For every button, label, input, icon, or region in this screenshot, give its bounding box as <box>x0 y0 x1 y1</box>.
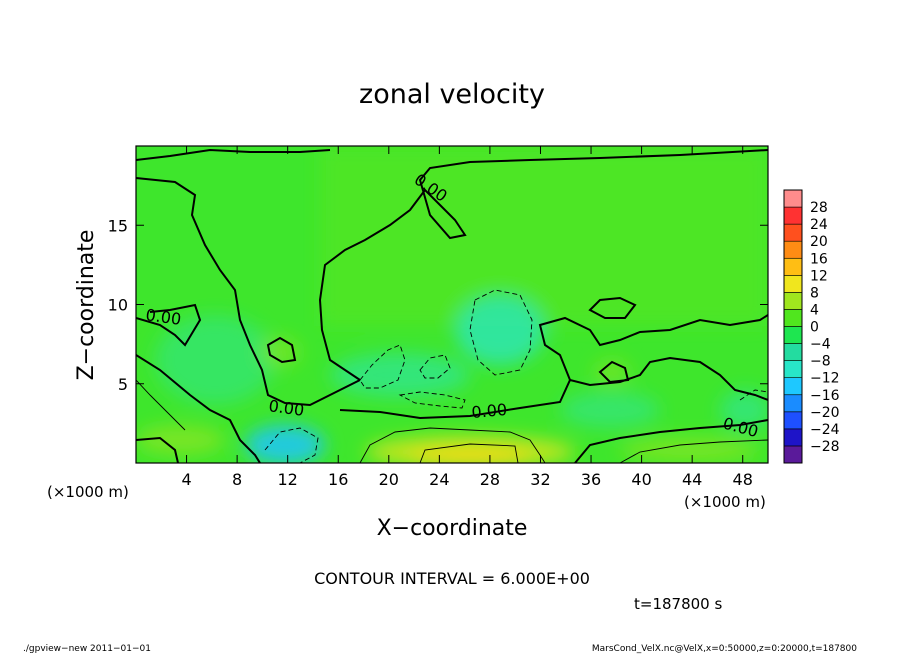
colorbar-segment <box>783 257 803 276</box>
colorbar-segment <box>783 326 803 344</box>
y-tick-label: 10 <box>108 296 128 315</box>
contour-label: 0.00 <box>471 400 508 422</box>
colorbar-segment <box>783 360 803 378</box>
footer-left: ./gpview−new 2011−01−01 <box>23 644 151 654</box>
colorbar-segment <box>783 275 803 293</box>
colorbar-label: 16 <box>810 251 828 267</box>
colorbar-label: 8 <box>810 285 819 301</box>
contour-label: 0.00 <box>144 305 182 329</box>
colorbar-label: 0 <box>810 320 819 336</box>
colorbar-label: 28 <box>810 200 828 216</box>
x-tick-label: 48 <box>733 470 753 489</box>
colorbar-frame <box>783 189 803 464</box>
x-tick-label: 8 <box>232 470 242 489</box>
contour-interval: CONTOUR INTERVAL = 6.000E+00 <box>314 569 590 588</box>
x-tick-label: 44 <box>682 470 702 489</box>
colorbar-segment <box>783 343 803 361</box>
x-axis-label: X−coordinate <box>377 516 528 541</box>
x-tick-label: 40 <box>631 470 651 489</box>
colorbar-segment <box>783 240 803 259</box>
velocity-field: 0.00 0.00 0.00 0.00 0.00 <box>136 146 768 463</box>
colorbar-label: 4 <box>810 302 819 318</box>
colorbar-segment <box>783 189 803 208</box>
footer-right: MarsCond_VelX.nc@VelX,x=0:50000,z=0:2000… <box>592 644 857 654</box>
x-tick-label: 36 <box>581 470 601 489</box>
colorbar-segment <box>783 223 803 242</box>
x-tick-label: 28 <box>480 470 500 489</box>
colorbar-segment <box>783 445 803 464</box>
colorbar-segment <box>783 292 803 310</box>
thin-contours <box>136 379 768 463</box>
colorbar-label: 12 <box>810 268 828 284</box>
x-unit-left: (×1000 m) <box>47 483 129 501</box>
colorbar-label: −16 <box>810 388 840 404</box>
x-tick-label: 20 <box>379 470 399 489</box>
time-label: t=187800 s <box>634 595 722 613</box>
x-axis: 4 8 12 16 20 24 28 32 36 40 44 48 <box>181 146 753 489</box>
colorbar-label: −24 <box>810 422 840 438</box>
y-tick-label: 5 <box>118 375 128 394</box>
y-axis-label: Z−coordinate <box>74 230 99 381</box>
negative-contours <box>264 289 768 463</box>
x-tick-label: 16 <box>328 470 348 489</box>
colorbar-segment <box>783 309 803 327</box>
x-tick-label: 4 <box>181 470 191 489</box>
colorbar-label: −4 <box>810 337 831 353</box>
x-tick-label: 24 <box>429 470 449 489</box>
colorbar-label: 20 <box>810 234 828 250</box>
chart-title: zonal velocity <box>359 79 545 110</box>
colorbar-segment <box>783 411 803 430</box>
x-unit-right: (×1000 m) <box>684 493 766 511</box>
colorbar-label: 24 <box>810 217 828 233</box>
y-tick-label: 15 <box>108 216 128 235</box>
colorbar-label: −28 <box>810 439 840 455</box>
x-tick-label: 12 <box>278 470 298 489</box>
colorbar-segment <box>783 394 803 413</box>
y-axis: 5 10 15 <box>108 216 768 394</box>
contour-label: 0.00 <box>267 396 305 420</box>
colorbar-segment <box>783 428 803 447</box>
x-tick-label: 32 <box>530 470 550 489</box>
colorbar-label: −12 <box>810 371 840 387</box>
colorbar-label: −20 <box>810 405 840 421</box>
colorbar-label: −8 <box>810 354 831 370</box>
zero-contours <box>136 148 768 463</box>
colorbar-segment <box>783 377 803 396</box>
colorbar-segment <box>783 206 803 225</box>
